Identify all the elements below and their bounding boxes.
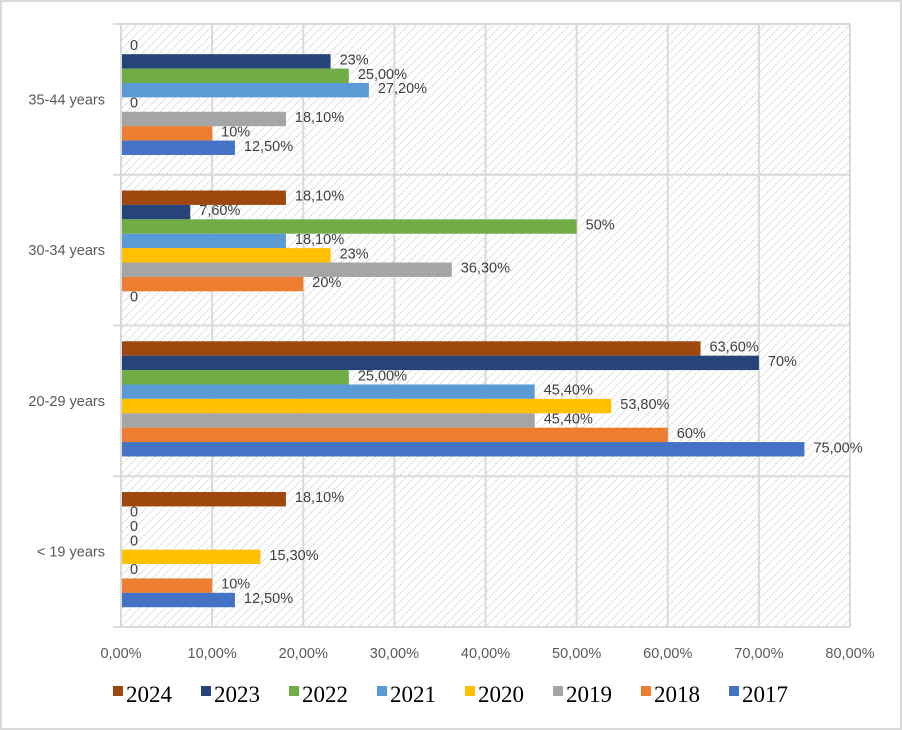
data-label-2021-2: 45,40% — [544, 383, 593, 399]
bar-2024-2 — [122, 341, 701, 356]
x-tick-label: 80,00% — [825, 646, 874, 662]
data-label-2019-3: 0 — [130, 562, 138, 578]
data-label-2024-3: 18,10% — [295, 490, 344, 506]
legend-marker-2024 — [113, 686, 123, 696]
gridlines — [113, 23, 851, 628]
legend-label-2024: 2024 — [126, 682, 173, 707]
category-axis: 35-44 years 30-34 years 20-29 years < 19 ye… — [28, 92, 105, 560]
data-label-2023-2: 70% — [768, 354, 797, 370]
bar-2020-3 — [122, 549, 261, 565]
legend-label-2019: 2019 — [566, 682, 612, 707]
data-label-2018-0: 10% — [221, 124, 250, 140]
bar-2024-1 — [122, 190, 286, 205]
data-label-2017-0: 12,50% — [244, 139, 293, 155]
x-tick-label: 30,00% — [370, 646, 419, 662]
data-label-2022-3: 0 — [130, 519, 138, 535]
bar-2020-2 — [122, 398, 612, 414]
bar-2019-2 — [122, 413, 535, 428]
category-label: 20-29 years — [28, 394, 105, 410]
data-label-2023-0: 23% — [340, 52, 369, 68]
bar-2017-2 — [122, 442, 805, 457]
legend-marker-2019 — [553, 686, 563, 696]
bar-2020-1 — [122, 248, 331, 263]
value-axis: 0,00% 10,00% 20,00% 30,00% 40,00% 50,00% 60,00… — [100, 646, 874, 662]
data-label-2020-0: 0 — [130, 96, 138, 112]
data-label-2018-1: 20% — [312, 275, 341, 291]
data-label-2017-2: 75,00% — [813, 440, 862, 456]
x-tick-label: 0,00% — [100, 646, 141, 662]
data-label-2022-2: 25,00% — [358, 368, 407, 384]
category-label: < 19 years — [37, 545, 105, 561]
data-labels: 023%25,00%27,20%018,10%10%12,50%18,10%7,… — [130, 38, 863, 607]
bars — [122, 54, 805, 608]
bar-2018-2 — [122, 427, 668, 443]
bar-2021-2 — [122, 384, 535, 399]
legend-marker-2018 — [641, 686, 651, 696]
data-label-2024-1: 18,10% — [295, 189, 344, 205]
legend-label-2018: 2018 — [654, 682, 700, 707]
legend-label-2022: 2022 — [302, 682, 348, 707]
legend-marker-2023 — [201, 686, 211, 696]
bar-2018-3 — [122, 578, 213, 593]
x-tick-label: 50,00% — [552, 646, 601, 662]
data-label-2020-1: 23% — [340, 246, 369, 262]
x-tick-label: 10,00% — [188, 646, 237, 662]
data-label-2022-1: 50% — [586, 218, 615, 234]
legend: 2024 2023 2022 2021 2020 2019 2018 2017 — [113, 682, 788, 707]
bar-2017-0 — [122, 140, 235, 155]
legend-marker-2020 — [465, 686, 475, 696]
bar-2021-1 — [122, 233, 286, 249]
data-label-2024-0: 0 — [130, 38, 138, 54]
data-label-2020-3: 15,30% — [269, 548, 318, 564]
x-tick-label: 60,00% — [643, 646, 692, 662]
bar-2024-3 — [122, 492, 286, 507]
data-label-2021-0: 27,20% — [378, 81, 427, 97]
bar-2021-0 — [122, 82, 369, 98]
data-label-2019-0: 18,10% — [295, 110, 344, 126]
bar-2022-0 — [122, 68, 349, 83]
legend-marker-2022 — [289, 686, 299, 696]
legend-marker-2017 — [729, 686, 739, 696]
bar-2023-2 — [122, 355, 759, 371]
legend-label-2021: 2021 — [390, 682, 436, 707]
legend-label-2017: 2017 — [742, 682, 788, 707]
data-label-2021-1: 18,10% — [295, 232, 344, 248]
bar-2017-3 — [122, 592, 235, 608]
bar-2023-1 — [122, 204, 191, 220]
bar-2018-0 — [122, 126, 213, 141]
data-label-2018-2: 60% — [677, 426, 706, 442]
bar-2022-2 — [122, 370, 349, 385]
data-label-2021-3: 0 — [130, 533, 138, 549]
bar-2022-1 — [122, 219, 577, 234]
data-label-2019-1: 36,30% — [461, 261, 510, 277]
bar-2019-0 — [122, 111, 286, 127]
data-label-2018-3: 10% — [221, 577, 250, 593]
legend-label-2020: 2020 — [478, 682, 524, 707]
bar-2023-0 — [122, 54, 331, 69]
data-label-2017-1: 0 — [130, 290, 138, 306]
legend-marker-2021 — [377, 686, 387, 696]
data-label-2023-3: 0 — [130, 505, 138, 521]
x-tick-label: 20,00% — [279, 646, 328, 662]
legend-label-2023: 2023 — [214, 682, 260, 707]
data-label-2017-3: 12,50% — [244, 591, 293, 607]
bar-2019-1 — [122, 262, 452, 277]
data-label-2020-2: 53,80% — [620, 397, 669, 413]
data-label-2019-2: 45,40% — [544, 411, 593, 427]
x-tick-label: 70,00% — [734, 646, 783, 662]
data-label-2022-0: 25,00% — [358, 67, 407, 83]
data-label-2023-1: 7,60% — [199, 203, 240, 219]
bar-2018-1 — [122, 276, 304, 292]
x-tick-label: 40,00% — [461, 646, 510, 662]
data-label-2024-2: 63,60% — [710, 339, 759, 355]
category-label: 35-44 years — [28, 92, 105, 108]
category-label: 30-34 years — [28, 243, 105, 259]
